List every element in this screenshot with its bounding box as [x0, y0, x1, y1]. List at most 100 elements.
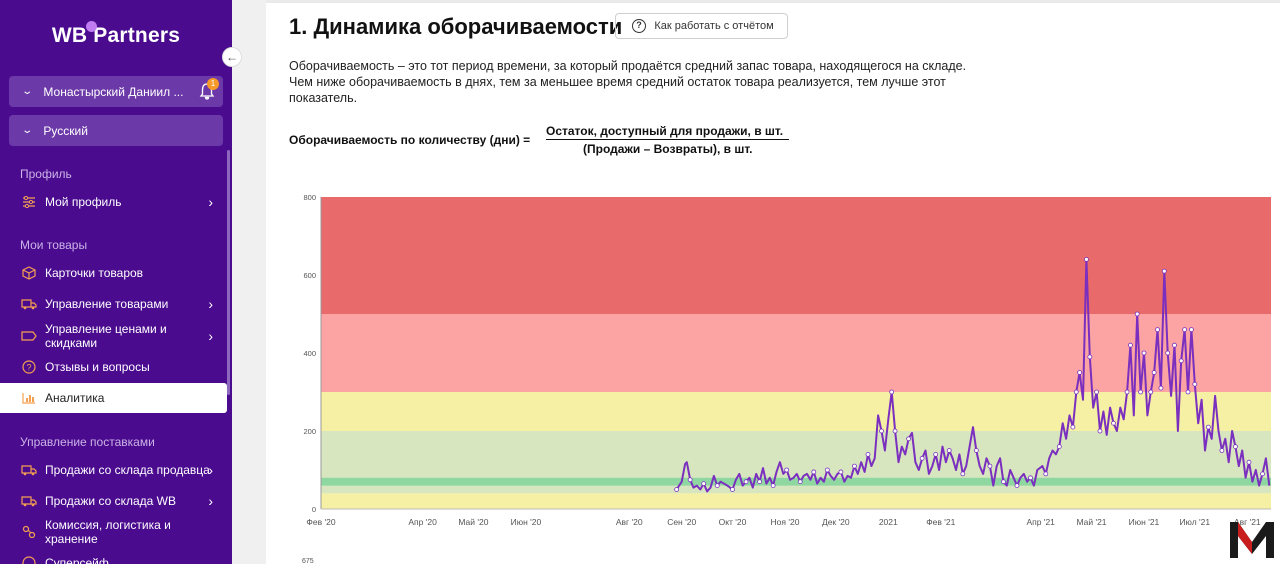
chart-x-tick-label: Окт '20 — [719, 517, 747, 527]
formula-fraction-line — [546, 139, 789, 140]
top-divider — [266, 0, 1280, 3]
logo-text-right: Partners — [93, 24, 181, 47]
chart-x-tick-label: Май '21 — [1076, 517, 1106, 527]
sidebar-item-cards[interactable]: Карточки товаров — [0, 263, 227, 283]
chart-point — [1070, 424, 1076, 430]
chart-point — [1182, 327, 1188, 333]
truck-icon — [20, 493, 38, 509]
chart-point — [1134, 311, 1140, 317]
sidebar-item-wb-sales[interactable]: Продажи со склада WB › — [0, 491, 227, 511]
chart-point — [1219, 448, 1225, 453]
chart-point — [973, 448, 979, 453]
chart-point — [1141, 350, 1147, 356]
sidebar-item-commission[interactable]: Комиссия, логистика и хранение — [0, 517, 227, 547]
language-selector[interactable]: ⌄ Русский — [9, 115, 223, 146]
chart-x-tick-label: Фев '20 — [306, 517, 335, 527]
chart-point — [1165, 350, 1171, 356]
chart-point — [1087, 354, 1093, 360]
chart-point — [784, 467, 790, 473]
section-supply: Управление поставками — [20, 435, 155, 449]
sidebar-item-goods-management[interactable]: Управление товарами › — [0, 294, 227, 314]
chevron-right-icon: › — [208, 328, 213, 344]
chart-point — [770, 483, 776, 489]
chart-point — [1138, 389, 1144, 395]
chart-point — [1161, 268, 1167, 274]
chart-point — [879, 428, 884, 434]
chart-point — [674, 487, 680, 492]
chart-x-tick-label: Июл '21 — [1179, 517, 1210, 527]
sidebar-item-label: Продажи со склада продавца — [45, 463, 210, 477]
chart-point — [1178, 358, 1184, 364]
chart-point — [1097, 428, 1103, 434]
chart-point — [1084, 257, 1089, 262]
notification-badge: 1 — [207, 78, 219, 90]
chart-point — [889, 389, 895, 395]
user-menu[interactable]: ⌄ Монастырский Даниил ... 1 — [9, 76, 223, 107]
logo-text-left: WB — [51, 24, 88, 47]
chart-x-tick-label: 2021 — [879, 517, 898, 527]
label-line-2: скидками — [45, 336, 98, 350]
sidebar-item-prices[interactable]: Управление ценами и скидками › — [0, 321, 227, 351]
chart-point — [1077, 370, 1083, 375]
chart-point — [1124, 389, 1130, 395]
sidebar-item-label: Управление ценами и скидками — [45, 322, 167, 350]
chart-series-line — [675, 258, 1271, 493]
sidebar-item-supersafe[interactable]: Суперсейф — [0, 553, 227, 564]
chart-point — [919, 455, 925, 461]
chart-point — [1073, 389, 1079, 395]
chart-x-tick-label: Ноя '20 — [771, 517, 800, 527]
chart-point — [1192, 381, 1198, 387]
chevron-down-icon: ⌄ — [21, 86, 34, 97]
chart-x-tick-label: Июн '20 — [511, 517, 542, 527]
chart-x-tick-label: Фев '21 — [926, 517, 955, 527]
m-logo — [1230, 522, 1274, 558]
label-line-1: Комиссия, логистика и — [45, 518, 171, 532]
wb-partners-logo[interactable]: WB Partners — [0, 21, 232, 48]
chart-point — [1148, 389, 1154, 395]
chart-y-tick-label: 200 — [303, 427, 316, 436]
content-gutter — [232, 0, 266, 564]
sidebar-item-label: Управление товарами — [45, 297, 169, 311]
chart-point — [1155, 327, 1160, 333]
sidebar-item-my-profile[interactable]: Мой профиль › — [0, 192, 227, 212]
next-chart-y-tick: 675 — [302, 558, 314, 564]
chart-point — [1056, 444, 1062, 450]
chart-point — [743, 479, 749, 485]
sliders-icon — [20, 194, 38, 210]
chart-point — [1185, 389, 1191, 395]
section-title: 1. Динамика оборачиваемости — [289, 14, 623, 39]
chart-point — [687, 477, 693, 483]
truck-icon — [20, 296, 38, 312]
how-to-use-report-button[interactable]: ? Как работать с отчётом — [615, 13, 788, 39]
tag-icon — [20, 328, 38, 344]
svg-text:?: ? — [26, 363, 31, 373]
sidebar-item-reviews[interactable]: ? Отзывы и вопросы — [0, 357, 227, 377]
chart-x-tick-label: Дек '20 — [822, 517, 850, 527]
chart-point — [933, 451, 939, 457]
sidebar-scrollbar[interactable] — [227, 150, 230, 395]
chart-point — [1043, 471, 1049, 477]
collapse-sidebar-button[interactable]: ← — [222, 47, 242, 67]
chart-x-tick-label: Апр '21 — [1026, 517, 1055, 527]
arrow-left-icon: ← — [226, 50, 238, 64]
chart-y-tick-label: 600 — [303, 271, 316, 280]
formula-label: Оборачиваемость по количеству (дни) = — [289, 133, 531, 147]
chart-band — [321, 493, 1271, 509]
chart-point — [824, 467, 830, 473]
chart-point — [906, 436, 912, 442]
chart-point — [1014, 483, 1020, 489]
question-circle-icon: ? — [20, 359, 38, 375]
help-button-label: Как работать с отчётом — [654, 19, 774, 32]
chart-x-tick-label: Апр '20 — [408, 517, 437, 527]
chart-x-tick-label: Сен '20 — [667, 517, 696, 527]
chart-point — [1260, 471, 1265, 477]
chart-x-tick-label: Май '20 — [458, 517, 488, 527]
sidebar-item-analytics[interactable]: Аналитика — [0, 383, 227, 413]
chart-x-tick-label: Авг '20 — [616, 517, 643, 527]
sidebar-item-seller-sales[interactable]: Продажи со склада продавца › — [0, 460, 227, 480]
chart-point — [811, 469, 817, 475]
chart-point — [852, 463, 857, 469]
section-goods: Мои товары — [20, 238, 88, 252]
chart-point — [1189, 327, 1194, 333]
formula-numerator: Остаток, доступный для продажи, в шт. — [546, 124, 784, 138]
